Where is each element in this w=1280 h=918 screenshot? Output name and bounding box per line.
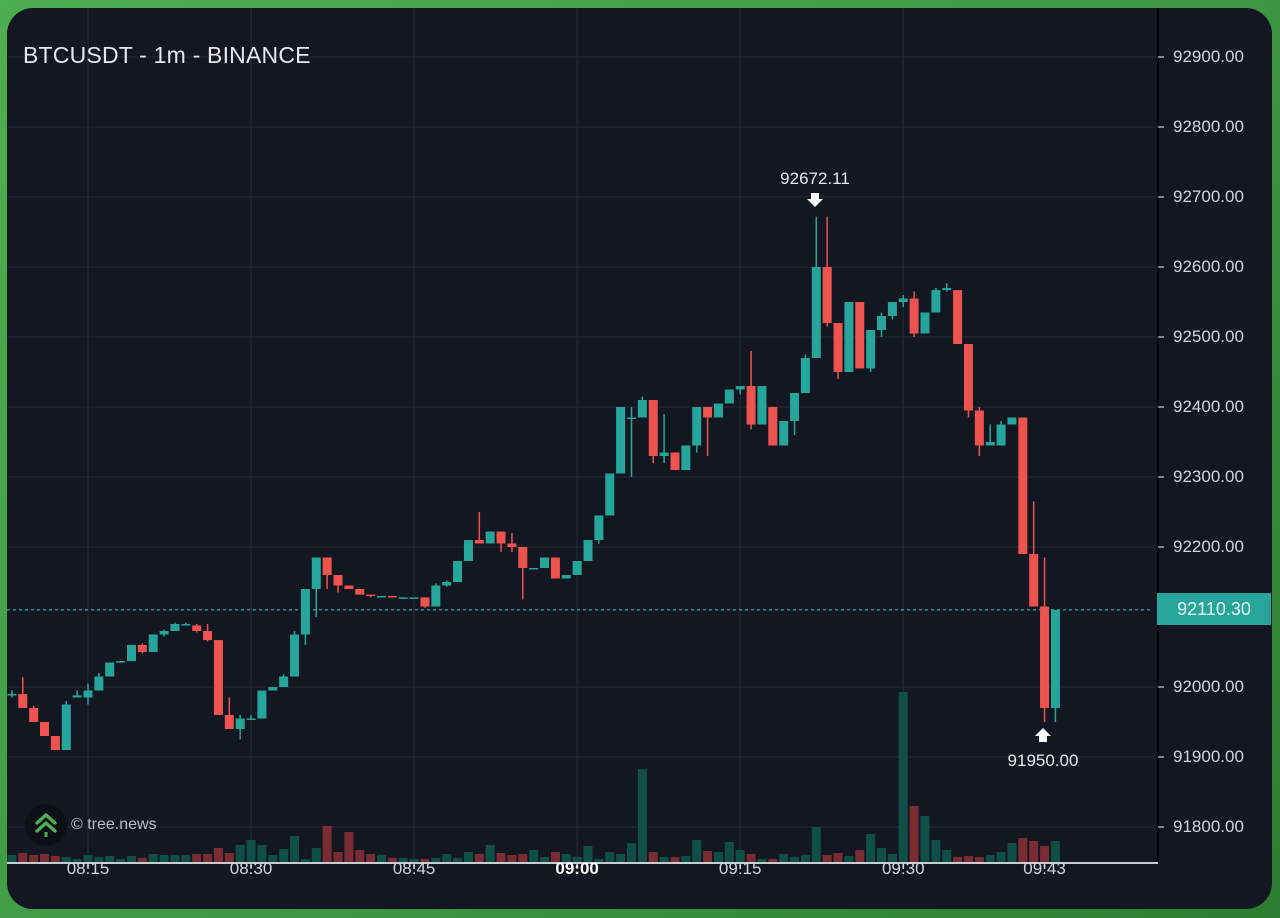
candlestick-chart[interactable] (7, 8, 1272, 909)
price-axis-label: 92500.00 (1173, 327, 1244, 346)
time-axis-label: 09:15 (718, 859, 762, 878)
watermark-text: © tree.news (71, 816, 157, 833)
watermark: © tree.news (25, 804, 157, 846)
price-axis-label: 91900.00 (1173, 747, 1244, 766)
last-price-badge: 92110.30 (1157, 593, 1271, 625)
price-axis-label: 92600.00 (1173, 257, 1244, 276)
time-axis-label: 09:43 (1023, 859, 1066, 878)
price-axis-label: 92800.00 (1173, 117, 1244, 136)
price-axis-label: 92200.00 (1173, 537, 1244, 556)
price-axis-label: 92300.00 (1173, 467, 1244, 486)
time-axis-label: 09:30 (881, 859, 925, 878)
tree-news-logo-icon (25, 804, 67, 846)
time-axis-label: 08:30 (229, 859, 273, 878)
price-axis-label: 92000.00 (1173, 677, 1244, 696)
low-price-annotation: 91950.00 (1007, 751, 1079, 770)
price-axis-label: 92700.00 (1173, 187, 1244, 206)
chart-frame: BTCUSDT - 1m - BINANCE © tree.news 92900… (7, 8, 1272, 909)
high-price-annotation: 92672.11 (780, 169, 850, 188)
price-axis-label: 92400.00 (1173, 397, 1244, 416)
chart-title: BTCUSDT - 1m - BINANCE (23, 42, 311, 68)
price-axis-label: 91800.00 (1173, 817, 1244, 836)
time-axis-label: 09:00 (555, 859, 599, 878)
time-axis-label: 08:15 (66, 859, 110, 878)
time-axis-label: 08:45 (392, 859, 436, 878)
price-axis-label: 92900.00 (1173, 47, 1244, 66)
